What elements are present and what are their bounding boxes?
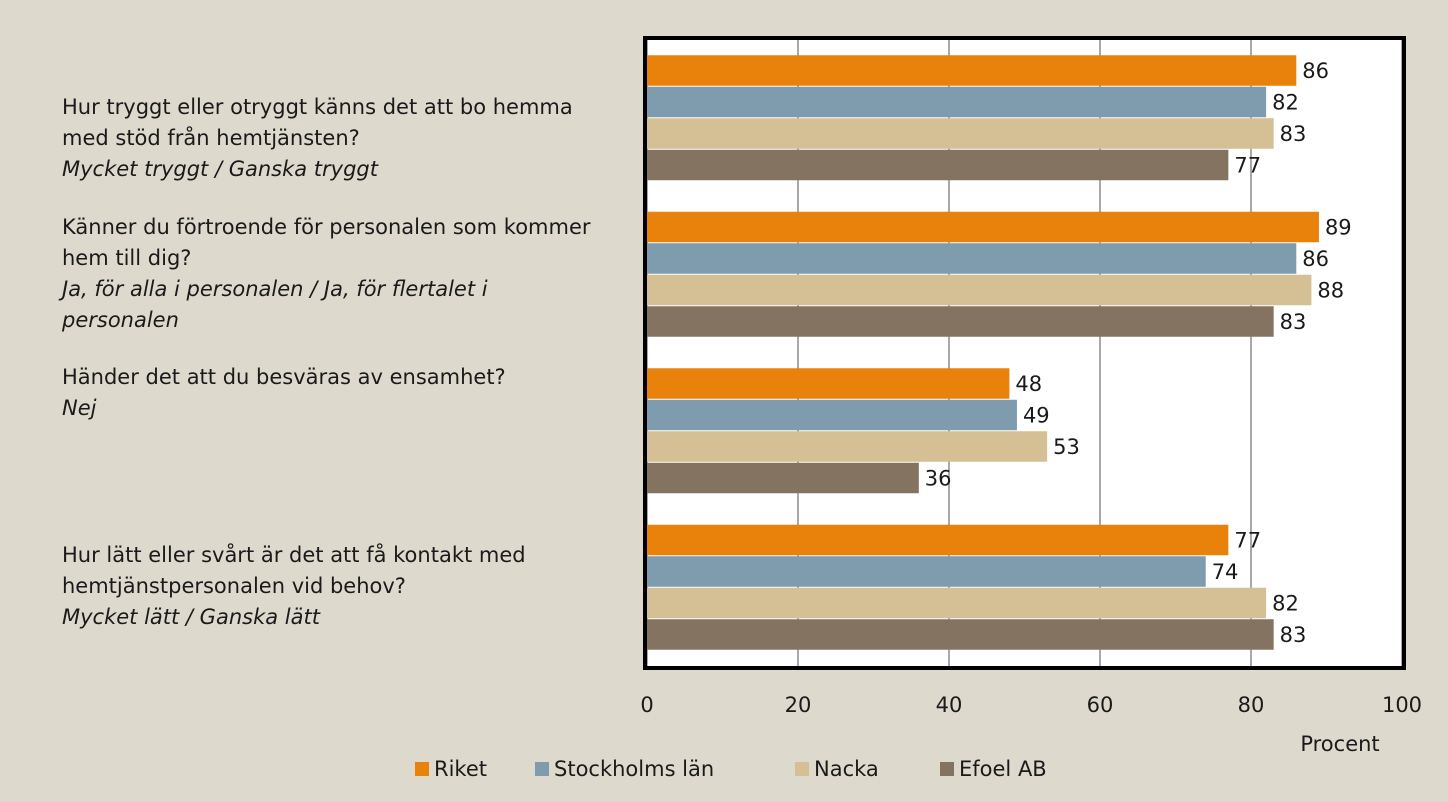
bar: [647, 243, 1297, 274]
value-label: 82: [1272, 592, 1299, 616]
bar: [647, 587, 1267, 619]
value-label: 74: [1212, 560, 1239, 584]
value-label: 83: [1280, 310, 1307, 334]
bar: [647, 462, 919, 494]
bar: [647, 524, 1229, 556]
value-label: 48: [1015, 372, 1042, 396]
x-tick-label: 20: [785, 693, 812, 717]
x-tick-label: 40: [936, 693, 963, 717]
category-label: Händer det att du besväras av ensamhet? N…: [62, 362, 602, 424]
legend-label: Efoel AB: [959, 757, 1047, 781]
bar: [647, 55, 1297, 86]
answer: Mycket tryggt / Ganska tryggt: [62, 157, 378, 181]
question: Händer det att du besväras av ensamhet?: [62, 365, 506, 389]
question: Hur tryggt eller otryggt känns det att b…: [62, 95, 573, 150]
bar: [647, 399, 1017, 431]
legend-swatch: [940, 762, 954, 776]
value-label: 83: [1280, 623, 1307, 647]
bar: [647, 306, 1274, 337]
bar: [647, 431, 1048, 462]
question: Känner du förtroende för personalen som …: [62, 215, 591, 270]
legend-label: Stockholms län: [554, 757, 714, 781]
value-label: 88: [1317, 279, 1344, 303]
category-label: Hur lätt eller svårt är det att få konta…: [62, 540, 602, 633]
value-label: 83: [1280, 122, 1307, 146]
answer: Ja, för alla i personalen / Ja, för fler…: [62, 277, 488, 332]
bar: [647, 619, 1274, 650]
plot-border: [643, 36, 1406, 670]
value-label: 53: [1053, 435, 1080, 459]
question: Hur lätt eller svårt är det att få konta…: [62, 543, 526, 598]
legend-swatch: [415, 762, 429, 776]
value-label: 77: [1234, 154, 1261, 178]
value-label: 86: [1302, 59, 1329, 83]
value-label: 82: [1272, 91, 1299, 115]
x-tick-label: 80: [1238, 693, 1265, 717]
value-label: 86: [1302, 247, 1329, 271]
bar: [647, 556, 1206, 587]
bar: [647, 211, 1319, 243]
legend-swatch: [795, 762, 809, 776]
value-label: 89: [1325, 216, 1352, 240]
bar: [647, 274, 1312, 306]
bar: [647, 368, 1010, 399]
x-tick-label: 0: [640, 693, 653, 717]
category-label: Hur tryggt eller otryggt känns det att b…: [62, 92, 602, 185]
x-axis-label: Procent: [1300, 732, 1379, 756]
bar: [647, 86, 1267, 118]
legend-swatch: [535, 762, 549, 776]
legend-label: Nacka: [814, 757, 879, 781]
x-tick-label: 100: [1382, 693, 1422, 717]
category-label: Känner du förtroende för personalen som …: [62, 212, 602, 336]
answer: Nej: [62, 396, 97, 420]
value-label: 49: [1023, 404, 1050, 428]
value-label: 77: [1234, 529, 1261, 553]
answer: Mycket lätt / Ganska lätt: [62, 605, 320, 629]
legend-label: Riket: [434, 757, 487, 781]
x-tick-label: 60: [1087, 693, 1114, 717]
bar: [647, 118, 1274, 149]
value-label: 36: [925, 467, 952, 491]
bar: [647, 149, 1229, 181]
